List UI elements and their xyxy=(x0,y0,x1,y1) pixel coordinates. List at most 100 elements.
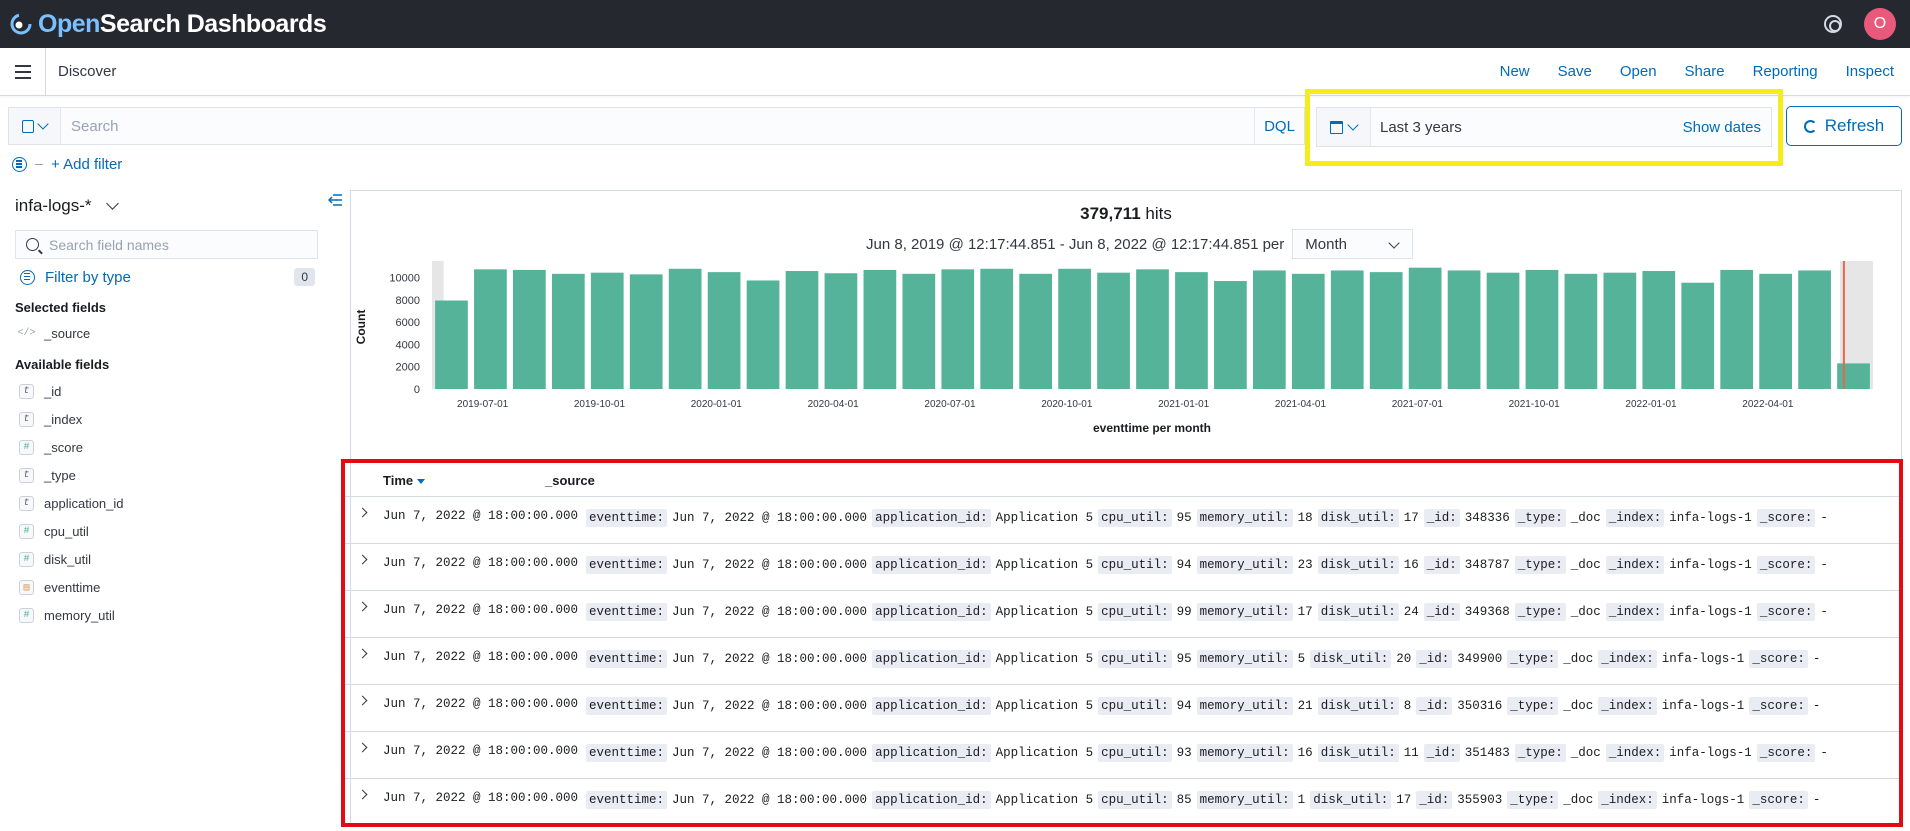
x-tick-label: 2021-04-01 xyxy=(1275,399,1327,410)
global-header: OpenSearch Dashboards O xyxy=(0,0,1910,48)
row-time: Jun 7, 2022 @ 18:00:00.000 xyxy=(383,603,579,617)
interval-select[interactable]: Month xyxy=(1292,229,1414,259)
available-fields-title: Available fields xyxy=(15,357,110,372)
field-item[interactable]: # _score xyxy=(19,440,83,455)
source-field-key: memory_util: xyxy=(1196,697,1293,715)
source-field-key: _score: xyxy=(1749,791,1808,809)
expand-row-icon[interactable] xyxy=(357,554,368,565)
field-search-box xyxy=(15,230,318,259)
source-field-key: disk_util: xyxy=(1317,603,1399,621)
expand-row-icon[interactable] xyxy=(357,648,368,659)
sort-descending-icon[interactable] xyxy=(417,479,426,484)
source-field-key: application_id: xyxy=(872,603,991,621)
opensearch-logo[interactable]: OpenSearch Dashboards xyxy=(10,10,327,39)
field-name: _score xyxy=(44,440,84,455)
source-field-value: 348787 xyxy=(1464,558,1510,572)
nav-save-link[interactable]: Save xyxy=(1557,63,1592,80)
source-field-value: infa-logs-1 xyxy=(1669,511,1752,525)
source-field-value: _doc xyxy=(1570,511,1601,525)
refresh-button[interactable]: Refresh xyxy=(1786,106,1902,146)
quick-select-button[interactable] xyxy=(1317,108,1371,146)
x-axis-label: eventtime per month xyxy=(1093,421,1211,435)
x-tick-label: 2021-01-01 xyxy=(1158,399,1210,410)
source-field-key: _score: xyxy=(1756,556,1816,574)
expand-row-icon[interactable] xyxy=(357,742,368,753)
x-tick-label: 2020-01-01 xyxy=(691,399,743,410)
source-field-value: infa-logs-1 xyxy=(1661,699,1745,713)
source-field-key: eventtime: xyxy=(586,650,668,668)
column-header-time[interactable]: Time xyxy=(383,473,426,488)
field-item[interactable]: # memory_util xyxy=(19,608,115,623)
add-filter-button[interactable]: + Add filter xyxy=(51,156,123,173)
source-field-key: disk_util: xyxy=(1317,697,1399,715)
query-language-button[interactable]: DQL xyxy=(1254,108,1304,144)
menu-toggle-button[interactable] xyxy=(0,47,46,96)
field-item[interactable]: t _id xyxy=(19,384,61,399)
row-time: Jun 7, 2022 @ 18:00:00.000 xyxy=(383,650,579,664)
source-field-key: _index: xyxy=(1598,791,1657,809)
histogram-bar xyxy=(1798,270,1831,389)
source-field-key: disk_util: xyxy=(1310,650,1392,668)
show-dates-button[interactable]: Show dates xyxy=(1682,118,1761,136)
breadcrumb: Discover xyxy=(58,63,117,80)
source-field-key: eventtime: xyxy=(586,509,668,527)
time-range-value[interactable]: Last 3 years xyxy=(1380,118,1462,136)
source-field-value: Application 5 xyxy=(995,699,1094,713)
field-item[interactable]: # disk_util xyxy=(19,552,91,567)
index-pattern-selector[interactable]: infa-logs-* xyxy=(15,196,119,216)
histogram-bar xyxy=(1214,281,1247,389)
source-field-key: _type: xyxy=(1507,697,1559,715)
field-item[interactable]: t _index xyxy=(19,412,82,427)
field-item-source[interactable]: </> _source xyxy=(18,326,91,341)
filter-by-type-button[interactable]: Filter by type 0 xyxy=(20,268,315,286)
histogram-bar xyxy=(1136,269,1169,389)
time-range-summary: Jun 8, 2019 @ 12:17:44.851 - Jun 8, 2022… xyxy=(866,229,1414,259)
field-item[interactable]: ▤ eventtime xyxy=(19,580,100,595)
source-field-value: 95 xyxy=(1176,511,1192,525)
source-field-key: memory_util: xyxy=(1196,791,1293,809)
search-input[interactable] xyxy=(61,108,1254,144)
table-row: Jun 7, 2022 @ 18:00:00.000 eventtime: Jun … xyxy=(345,496,1899,543)
search-icon xyxy=(26,238,39,251)
source-field-value: infa-logs-1 xyxy=(1661,652,1745,666)
source-field-value: Application 5 xyxy=(995,605,1094,619)
source-field-key: _type: xyxy=(1514,603,1566,621)
y-axis-label: Count xyxy=(354,310,368,345)
filter-by-type-label: Filter by type xyxy=(45,268,131,286)
x-tick-label: 2022-01-01 xyxy=(1625,399,1677,410)
string-field-icon: t xyxy=(19,496,34,511)
expand-row-icon[interactable] xyxy=(357,507,368,518)
histogram-bar xyxy=(902,273,936,389)
field-item[interactable]: t _type xyxy=(19,468,76,483)
table-row: Jun 7, 2022 @ 18:00:00.000 eventtime: Jun … xyxy=(345,543,1899,590)
filter-options-icon[interactable] xyxy=(12,157,27,172)
source-field-value: infa-logs-1 xyxy=(1669,605,1752,619)
field-search-input[interactable] xyxy=(49,236,317,253)
nav-new-link[interactable]: New xyxy=(1499,63,1530,80)
histogram-bar xyxy=(1486,272,1520,389)
nav-reporting-link[interactable]: Reporting xyxy=(1752,63,1818,80)
nav-share-link[interactable]: Share xyxy=(1684,63,1725,80)
collapse-sidebar-icon[interactable] xyxy=(328,194,342,206)
expand-row-icon[interactable] xyxy=(357,789,368,800)
histogram-bar xyxy=(863,269,897,389)
nav-open-link[interactable]: Open xyxy=(1619,63,1657,80)
refresh-label: Refresh xyxy=(1824,116,1885,135)
expand-row-icon[interactable] xyxy=(357,695,368,706)
help-icon[interactable] xyxy=(1824,15,1842,33)
histogram-bar xyxy=(1369,272,1403,389)
saved-query-button[interactable] xyxy=(9,108,61,144)
histogram-bar xyxy=(1603,272,1637,389)
number-field-icon: # xyxy=(19,608,34,623)
source-field-value: 16 xyxy=(1403,558,1419,572)
source-field-key: cpu_util: xyxy=(1098,744,1172,762)
field-item[interactable]: t application_id xyxy=(19,496,124,511)
field-item[interactable]: # cpu_util xyxy=(19,524,89,539)
row-source: eventtime: Jun 7, 2022 @ 18:00:00.000 appl… xyxy=(586,556,1833,574)
histogram-bar xyxy=(1720,269,1754,389)
user-avatar[interactable]: O xyxy=(1864,8,1896,40)
nav-inspect-link[interactable]: Inspect xyxy=(1845,63,1894,80)
app-navbar: Discover New Save Open Share Reporting I… xyxy=(0,47,1910,96)
source-field-key: _id: xyxy=(1423,556,1460,574)
expand-row-icon[interactable] xyxy=(357,601,368,612)
